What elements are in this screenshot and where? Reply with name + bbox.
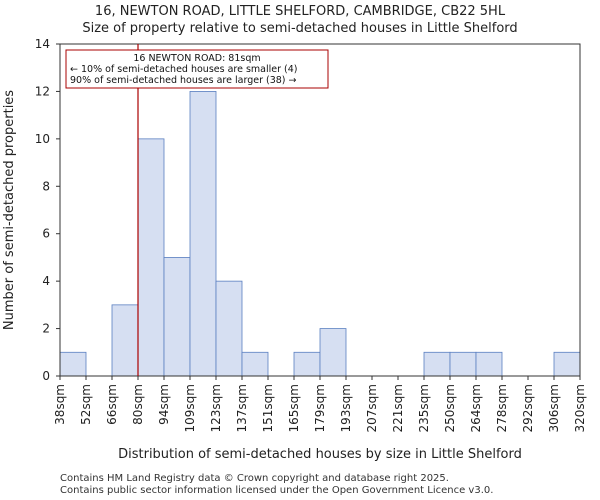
x-tick-label: 109sqm bbox=[183, 384, 197, 432]
annotation-box: 16 NEWTON ROAD: 81sqm ← 10% of semi-deta… bbox=[65, 49, 329, 89]
histogram-bar bbox=[241, 351, 269, 377]
x-tick-label: 38sqm bbox=[53, 384, 67, 425]
histogram-bar bbox=[475, 351, 503, 377]
x-tick-label: 52sqm bbox=[79, 384, 93, 425]
x-tick-label: 250sqm bbox=[443, 384, 457, 432]
y-tick-label: 0 bbox=[42, 369, 50, 383]
bars-group bbox=[59, 91, 581, 377]
x-axis-ticks: 38sqm 52sqm 66sqm 80sqm 94sqm 109sqm 123sqm 137… bbox=[53, 376, 587, 432]
annotation-smaller: ← 10% of semi-detached houses are smalle… bbox=[70, 64, 298, 75]
chart-title: 16, NEWTON ROAD, LITTLE SHELFORD, CAMBRI… bbox=[95, 4, 506, 19]
y-tick-label: 6 bbox=[42, 227, 50, 241]
y-tick-label: 4 bbox=[42, 274, 50, 288]
y-axis-label: Number of semi-detached properties bbox=[2, 90, 17, 330]
annotation-larger: 90% of semi-detached houses are larger (… bbox=[70, 75, 297, 86]
footer-copyright: Contains HM Land Registry data © Crown c… bbox=[60, 473, 449, 484]
y-axis-ticks: 0 2 4 6 8 10 12 14 bbox=[35, 37, 60, 383]
plot-area-frame bbox=[59, 43, 581, 377]
x-tick-label: 165sqm bbox=[287, 384, 301, 432]
y-tick-label: 12 bbox=[35, 84, 50, 98]
histogram-bar bbox=[137, 138, 165, 377]
x-tick-label: 137sqm bbox=[235, 384, 249, 432]
annotation-title: 16 NEWTON ROAD: 81sqm bbox=[133, 53, 260, 64]
x-tick-label: 278sqm bbox=[495, 384, 509, 432]
x-tick-label: 235sqm bbox=[417, 384, 431, 432]
x-tick-label: 66sqm bbox=[105, 384, 119, 425]
x-tick-label: 221sqm bbox=[391, 384, 405, 432]
x-tick-label: 207sqm bbox=[365, 384, 379, 432]
y-tick-label: 2 bbox=[42, 322, 50, 336]
x-tick-label: 193sqm bbox=[339, 384, 353, 432]
histogram-bar bbox=[189, 91, 217, 377]
histogram-bar bbox=[449, 351, 477, 377]
footer-licence: Contains public sector information licen… bbox=[60, 485, 493, 496]
x-tick-label: 80sqm bbox=[131, 384, 145, 425]
x-tick-label: 320sqm bbox=[573, 384, 587, 432]
histogram-bar bbox=[59, 351, 87, 377]
x-tick-label: 123sqm bbox=[209, 384, 223, 432]
x-tick-label: 151sqm bbox=[261, 384, 275, 432]
histogram-bar bbox=[111, 304, 139, 377]
x-tick-label: 179sqm bbox=[313, 384, 327, 432]
x-tick-label: 292sqm bbox=[521, 384, 535, 432]
x-tick-label: 264sqm bbox=[469, 384, 483, 432]
histogram-bar bbox=[163, 257, 191, 377]
histogram-bar bbox=[293, 351, 321, 377]
y-tick-label: 14 bbox=[35, 37, 50, 51]
y-tick-label: 8 bbox=[42, 179, 50, 193]
histogram-bar bbox=[553, 351, 581, 377]
histogram-bar bbox=[319, 328, 347, 377]
histogram-bar bbox=[423, 351, 451, 377]
y-tick-label: 10 bbox=[35, 132, 50, 146]
histogram-bar bbox=[215, 280, 243, 377]
x-tick-label: 94sqm bbox=[157, 384, 171, 425]
x-axis-label: Distribution of semi-detached houses by … bbox=[118, 447, 522, 462]
chart-subtitle: Size of property relative to semi-detach… bbox=[82, 21, 517, 36]
x-tick-label: 306sqm bbox=[547, 384, 561, 432]
